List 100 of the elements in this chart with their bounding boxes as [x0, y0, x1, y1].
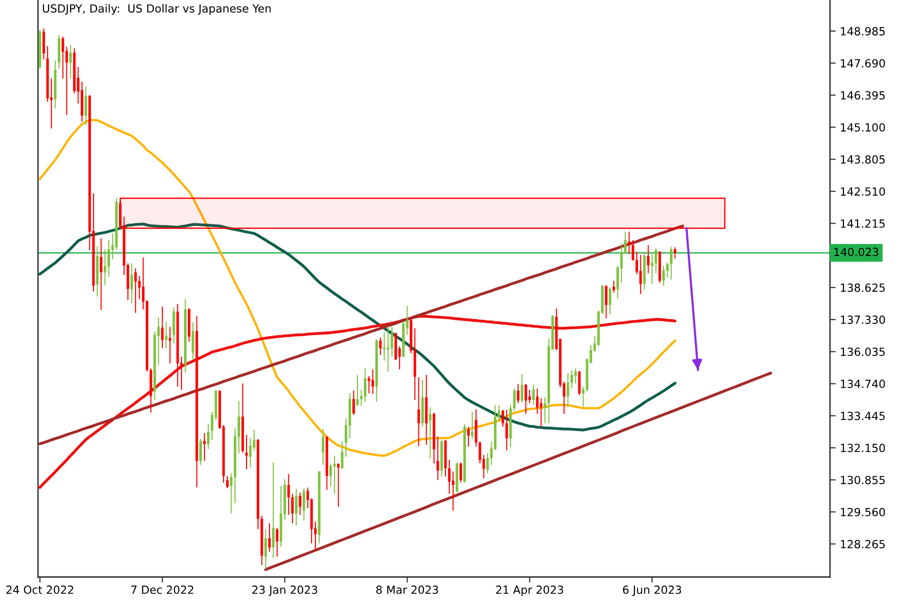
y-tick-label: 147.690: [840, 59, 885, 68]
chart-title: USDJPY, Daily: US Dollar vs Japanese Yen: [42, 4, 271, 15]
candlestick: [287, 474, 290, 516]
candlestick: [379, 336, 382, 356]
candlestick: [417, 376, 420, 447]
y-tick-label: 128.265: [840, 540, 885, 548]
x-tick-label: 8 Mar 2023: [376, 586, 438, 594]
candlestick: [69, 44, 72, 79]
x-tick-label: 24 Oct 2022: [6, 586, 74, 594]
candlestick: [383, 331, 386, 362]
candlestick: [674, 246, 676, 259]
candlestick: [390, 326, 394, 358]
candlestick: [108, 240, 110, 278]
y-tick-label: 141.215: [840, 219, 885, 228]
y-tick-label: 146.395: [840, 91, 885, 100]
candlestick: [513, 388, 516, 412]
candlestick: [570, 370, 573, 389]
candlestick: [647, 244, 650, 274]
candlestick: [203, 432, 206, 462]
candlestick: [62, 36, 64, 79]
candlestick: [460, 462, 462, 484]
candlestick: [168, 326, 172, 364]
candlestick: [452, 471, 454, 512]
candlestick: [628, 231, 630, 254]
candlestick: [230, 472, 232, 514]
candlestick: [340, 441, 344, 470]
line-series: [264, 372, 772, 571]
candlestick: [245, 434, 248, 470]
candlestick: [134, 268, 137, 314]
candlestick: [608, 286, 612, 315]
candlestick: [502, 409, 504, 428]
candlestick: [364, 368, 366, 402]
candlestick: [520, 374, 524, 404]
x-tick-label: 21 Apr 2023: [496, 586, 564, 596]
candlestick: [199, 438, 202, 466]
y-tick-label: 136.035: [840, 348, 885, 356]
candlestick: [337, 462, 340, 508]
y-tick-label: 142.510: [840, 187, 885, 196]
candlestick: [130, 262, 133, 304]
candlestick: [532, 384, 535, 406]
candlestick: [329, 462, 332, 488]
x-tick-label: 6 Jun 2023: [622, 586, 682, 596]
y-tick-label: 145.100: [840, 123, 885, 132]
line-series: [685, 227, 700, 372]
y-tick-label: 129.560: [840, 508, 885, 516]
ref-line-label: 140.023: [834, 248, 878, 256]
candlestick: [302, 488, 306, 522]
candlestick: [654, 248, 658, 274]
x-tick-label: 23 Jan 2023: [252, 586, 318, 596]
y-tick-label: 148.985: [840, 27, 885, 36]
candlestick: [666, 262, 669, 278]
candlestick: [276, 527, 278, 558]
candlestick: [650, 253, 654, 284]
candlestick: [100, 238, 102, 310]
y-tick-label: 143.805: [840, 155, 885, 164]
x-tick-label: 7 Dec 2022: [131, 586, 194, 594]
candlestick: [291, 493, 294, 524]
candlestick: [574, 368, 577, 384]
y-tick-label: 137.330: [840, 316, 885, 324]
candlestick: [540, 398, 542, 428]
candlestick: [612, 280, 616, 294]
line-series: [38, 314, 676, 489]
candlestick: [84, 86, 88, 126]
candlestick: [386, 325, 390, 372]
candlestick: [486, 452, 489, 474]
candlestick: [632, 240, 634, 262]
candlestick: [226, 475, 229, 489]
candlestick: [566, 372, 570, 408]
candlestick: [505, 409, 508, 452]
candlestick: [104, 248, 106, 286]
candlestick: [356, 374, 359, 406]
candlestick: [516, 383, 520, 404]
candlestick: [372, 368, 374, 395]
y-tick-label: 138.625: [840, 283, 885, 292]
line-series: [38, 118, 676, 457]
candlestick: [249, 438, 252, 468]
candlestick: [524, 383, 528, 414]
candlestick: [138, 275, 141, 300]
candlestick: [295, 488, 298, 526]
candlestick: [662, 266, 665, 286]
candlestick: [436, 436, 440, 480]
candlestick: [578, 370, 581, 396]
y-tick-label: 133.445: [840, 412, 885, 420]
candlestick: [264, 528, 267, 570]
candlestick: [207, 424, 210, 450]
candlestick: [544, 396, 546, 424]
candlestick: [639, 254, 642, 295]
candlestick: [536, 388, 539, 414]
candlestick: [172, 306, 176, 344]
candlestick: [428, 406, 432, 459]
candlestick: [471, 411, 474, 440]
candlestick: [448, 459, 451, 494]
candlestick: [192, 322, 194, 360]
candlestick: [528, 389, 531, 404]
y-tick-label: 132.150: [840, 444, 885, 452]
candlestick: [474, 408, 478, 448]
candlestick: [352, 390, 355, 416]
candlestick: [368, 375, 370, 394]
candlestick: [322, 428, 324, 466]
candlestick: [298, 492, 302, 516]
